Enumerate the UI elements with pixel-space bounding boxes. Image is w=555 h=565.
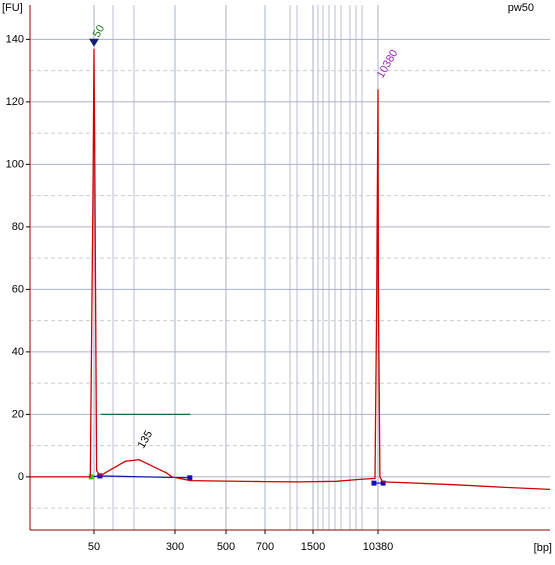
peak-label: 50 [91,23,108,40]
baseline-marker [380,480,386,486]
y-tick-label: 60 [12,283,24,295]
y-tick-label: 40 [12,346,24,358]
y-tick-label: 120 [6,96,24,108]
y-tick-label: 80 [12,221,24,233]
x-tick-label: 50 [88,541,100,553]
x-tick-label: 300 [166,541,184,553]
y-tick-label: 140 [6,33,24,45]
baseline-marker [187,475,193,481]
x-tick-label: 10380 [363,541,394,553]
trace [30,48,551,491]
baseline-marker [371,480,377,486]
y-tick-label: 20 [12,408,24,420]
y-axis-label: [FU] [2,2,23,14]
y-tick-label: 100 [6,158,24,170]
x-tick-label: 500 [217,541,235,553]
x-axis-label: [bp] [534,542,552,554]
x-tick-label: 1500 [301,541,325,553]
chart-title: pw50 [508,2,534,14]
x-tick-label: 700 [256,541,274,553]
peak-marker [89,38,99,47]
baseline-marker [88,474,94,480]
y-tick-label: 0 [18,471,24,483]
